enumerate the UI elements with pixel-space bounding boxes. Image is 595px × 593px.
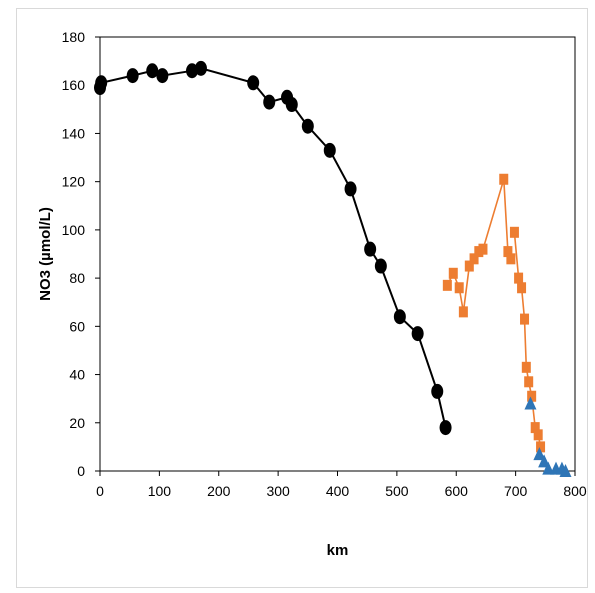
point-square	[509, 226, 519, 238]
point-square	[514, 272, 524, 284]
y-tick-label: 0	[77, 463, 85, 479]
y-tick-label: 20	[69, 415, 85, 431]
y-tick-label: 160	[62, 77, 86, 93]
x-tick-label: 600	[445, 483, 469, 499]
x-tick-label: 200	[207, 483, 231, 499]
y-tick-label: 80	[69, 270, 85, 286]
y-tick-label: 40	[69, 367, 85, 383]
point-circle	[439, 420, 452, 436]
chart-frame	[16, 8, 588, 588]
point-circle	[301, 118, 314, 134]
x-tick-label: 700	[504, 483, 528, 499]
x-tick-label: 0	[96, 483, 104, 499]
point-circle	[431, 383, 444, 399]
point-circle	[156, 68, 169, 84]
point-square	[530, 422, 540, 434]
point-circle	[285, 97, 298, 113]
point-square	[506, 253, 516, 265]
point-circle	[126, 68, 139, 84]
point-square	[499, 173, 509, 185]
y-tick-label: 140	[62, 125, 86, 141]
point-triangle	[524, 396, 537, 410]
point-square	[517, 282, 527, 294]
point-circle	[344, 181, 357, 197]
point-circle	[194, 60, 207, 76]
axes: 0 100 200 300 400 500 600 700 800 0 20 40 60 80 100 120…	[62, 29, 587, 499]
point-square	[458, 306, 468, 318]
x-tick-label: 500	[385, 483, 409, 499]
point-square	[464, 260, 474, 272]
point-square	[503, 246, 513, 258]
y-tick-label: 120	[62, 174, 86, 190]
point-circle	[263, 94, 276, 110]
point-square	[442, 279, 452, 291]
point-square	[454, 282, 464, 294]
point-triangle	[533, 447, 546, 461]
point-circle	[247, 75, 260, 91]
point-circle	[393, 309, 406, 325]
point-circle	[411, 326, 424, 342]
point-square	[478, 243, 488, 255]
x-tick-label: 300	[266, 483, 290, 499]
point-triangle	[542, 461, 555, 475]
x-tick-label: 800	[563, 483, 587, 499]
point-circle	[186, 63, 199, 79]
point-square	[527, 390, 537, 402]
point-triangle	[559, 464, 572, 477]
y-tick-label: 100	[62, 222, 86, 238]
point-square	[536, 441, 546, 453]
x-tick-label: 100	[148, 483, 172, 499]
point-circle	[95, 75, 108, 91]
point-square	[521, 361, 531, 373]
point-square	[448, 267, 458, 279]
point-circle	[146, 63, 159, 79]
point-circle	[323, 142, 336, 158]
x-axis-label: km	[327, 542, 349, 559]
point-circle	[364, 241, 377, 257]
y-axis-label: NO3 (µmol/L)	[37, 207, 54, 301]
point-circle	[374, 258, 387, 274]
series-circle-line	[99, 67, 447, 428]
data-marks	[94, 60, 572, 477]
y-tick-label: 60	[69, 318, 85, 334]
x-tick-label: 400	[326, 483, 350, 499]
y-tick-label: 180	[62, 29, 86, 45]
point-square	[469, 253, 479, 265]
point-square	[520, 313, 530, 325]
point-square	[533, 429, 543, 441]
point-square	[524, 376, 534, 388]
series-square-line	[513, 232, 542, 448]
